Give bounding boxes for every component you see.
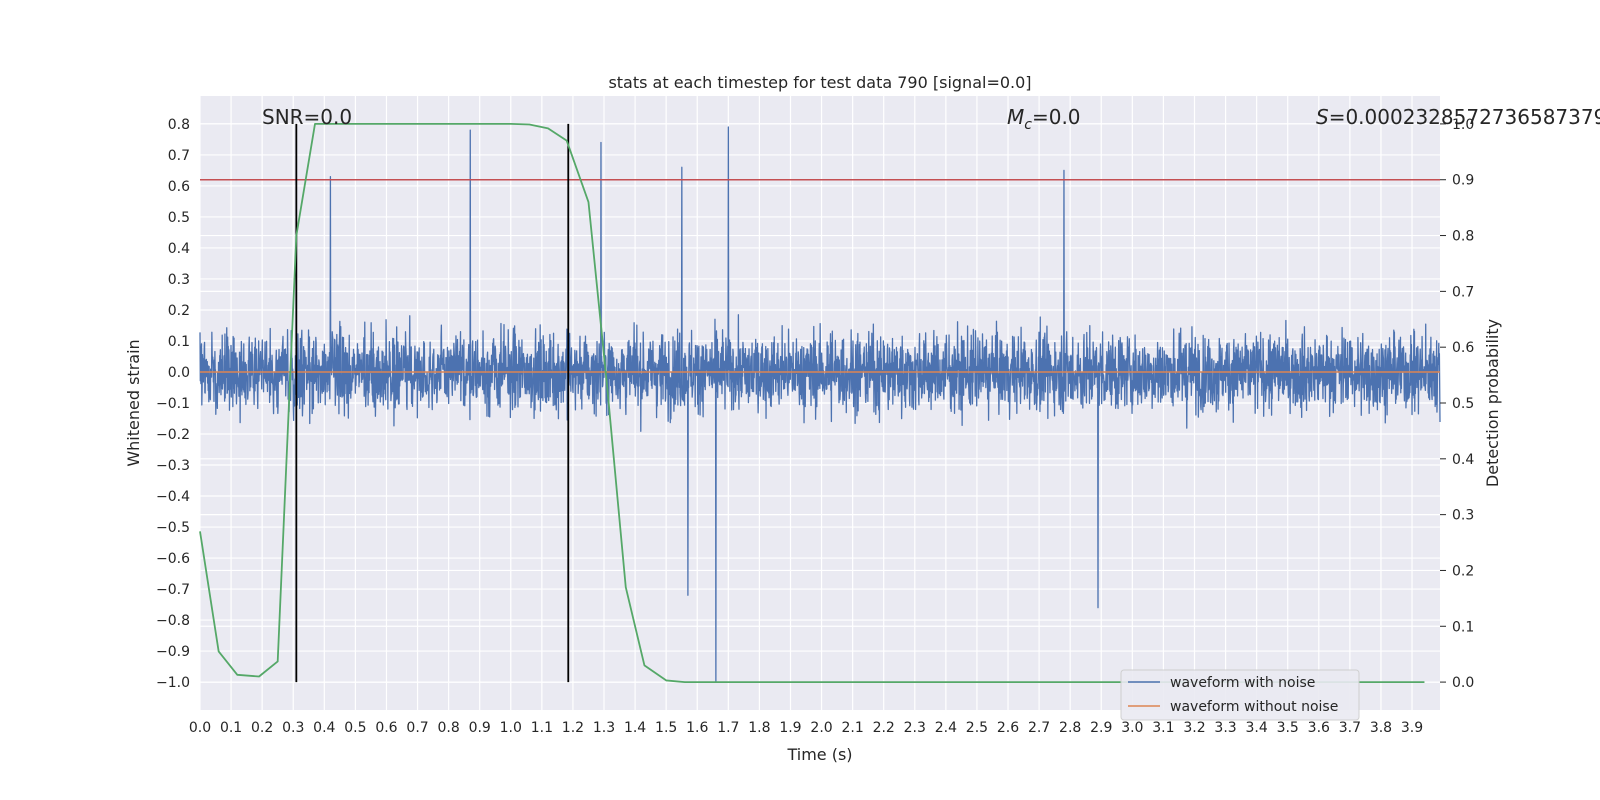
y-tick-label: 0.7 bbox=[168, 148, 190, 164]
x-tick-label: 0.4 bbox=[313, 720, 335, 736]
x-tick-label: 2.5 bbox=[966, 720, 988, 736]
y2-tick-label: 0.1 bbox=[1452, 619, 1474, 635]
y-tick-label: −0.6 bbox=[156, 551, 190, 567]
chirp-mass-subscript: c bbox=[1024, 117, 1032, 133]
y2-tick-label: 0.2 bbox=[1452, 563, 1474, 579]
x-tick-label: 3.6 bbox=[1308, 720, 1330, 736]
x-tick-label: 2.2 bbox=[873, 720, 895, 736]
y2-tick-label: 0.4 bbox=[1452, 452, 1474, 468]
y-tick-label: 0.1 bbox=[168, 334, 190, 350]
y-tick-label: −0.2 bbox=[156, 427, 190, 443]
legend-label-noise: waveform with noise bbox=[1170, 675, 1315, 691]
y-tick-label: 0.2 bbox=[168, 303, 190, 319]
legend-box bbox=[1120, 669, 1360, 721]
x-tick-label: 3.4 bbox=[1246, 720, 1268, 736]
x-tick-label: 3.0 bbox=[1121, 720, 1143, 736]
x-tick-label: 0.0 bbox=[189, 720, 211, 736]
y-tick-label: 0.6 bbox=[168, 179, 190, 195]
x-tick-label: 0.1 bbox=[220, 720, 242, 736]
legend-label-clean: waveform without noise bbox=[1170, 699, 1338, 715]
y2-tick-label: 0.5 bbox=[1452, 396, 1474, 412]
y2-tick-label: 0.8 bbox=[1452, 229, 1474, 245]
y-tick-label: 0.0 bbox=[168, 365, 190, 381]
grid bbox=[199, 96, 1440, 710]
y-tick-label: −0.4 bbox=[156, 489, 190, 505]
x-tick-label: 0.6 bbox=[375, 720, 397, 736]
s-annotation: S=0.00023285727365873795 bbox=[1316, 105, 1600, 129]
x-tick-label: 2.0 bbox=[810, 720, 832, 736]
series-detection-probability bbox=[199, 123, 1425, 683]
x-tick-label: 2.4 bbox=[935, 720, 957, 736]
x-tick-label: 3.1 bbox=[1152, 720, 1174, 736]
tick-labels: 0.0 0.1 0.2 0.3 0.4 0.5 0.6 0.7 0.8 0.9 1.0 1.1 1.2 1… bbox=[156, 117, 1474, 736]
y-tick-label: 0.4 bbox=[168, 241, 190, 257]
y-tick-label: −0.5 bbox=[156, 520, 190, 536]
chirp-mass-value: =0.0 bbox=[1032, 105, 1081, 129]
y-tick-label: −0.7 bbox=[156, 582, 190, 598]
x-tick-label: 0.7 bbox=[406, 720, 428, 736]
x-tick-label: 1.6 bbox=[686, 720, 708, 736]
y2-tick-label: 0.9 bbox=[1452, 173, 1474, 189]
x-tick-label: 1.4 bbox=[624, 720, 646, 736]
x-tick-label: 3.5 bbox=[1277, 720, 1299, 736]
y2-tick-label: 0.6 bbox=[1452, 340, 1474, 356]
legend: waveform with noise waveform without noi… bbox=[1120, 669, 1360, 721]
y2-axis-label: Detection probability bbox=[1483, 319, 1502, 487]
x-tick-label: 2.6 bbox=[997, 720, 1019, 736]
s-value: =0.00023285727365873795 bbox=[1329, 105, 1600, 129]
x-tick-label: 0.9 bbox=[469, 720, 491, 736]
y-axis-label: Whitened strain bbox=[124, 339, 143, 466]
x-tick-label: 3.8 bbox=[1370, 720, 1392, 736]
x-tick-label: 2.7 bbox=[1028, 720, 1050, 736]
x-tick-label: 1.9 bbox=[779, 720, 801, 736]
y-tick-label: −0.8 bbox=[156, 613, 190, 629]
x-tick-label: 0.3 bbox=[282, 720, 304, 736]
x-tick-label: 0.2 bbox=[251, 720, 273, 736]
x-tick-label: 1.7 bbox=[717, 720, 739, 736]
x-axis-label: Time (s) bbox=[786, 745, 852, 764]
y2-tick-label: 0.3 bbox=[1452, 508, 1474, 524]
y-tick-label: −0.1 bbox=[156, 396, 190, 412]
s-symbol: S bbox=[1316, 105, 1329, 129]
x-tick-label: 2.3 bbox=[904, 720, 926, 736]
snr-annotation: SNR=0.0 bbox=[262, 105, 352, 129]
y-tick-label: −0.9 bbox=[156, 644, 190, 660]
x-tick-label: 1.2 bbox=[562, 720, 584, 736]
x-tick-label: 1.1 bbox=[531, 720, 553, 736]
y2-tick-label: 0.0 bbox=[1452, 675, 1474, 691]
y-tick-label: −1.0 bbox=[156, 675, 190, 691]
y-tick-label: 0.8 bbox=[168, 117, 190, 133]
y2-tick-label: 0.7 bbox=[1452, 284, 1474, 300]
x-tick-label: 1.3 bbox=[593, 720, 615, 736]
x-tick-label: 2.1 bbox=[841, 720, 863, 736]
chirp-mass-symbol: M bbox=[1007, 105, 1024, 129]
x-tick-label: 1.8 bbox=[748, 720, 770, 736]
chirp-mass-annotation: Mc=0.0 bbox=[1007, 105, 1081, 133]
x-tick-label: 0.5 bbox=[344, 720, 366, 736]
y-tick-label: 0.3 bbox=[168, 272, 190, 288]
chart-title: stats at each timestep for test data 790… bbox=[608, 73, 1031, 92]
x-tick-label: 2.8 bbox=[1059, 720, 1081, 736]
x-tick-label: 1.0 bbox=[500, 720, 522, 736]
x-tick-label: 1.5 bbox=[655, 720, 677, 736]
x-tick-label: 3.9 bbox=[1401, 720, 1423, 736]
y2-tick-label: 1.0 bbox=[1452, 117, 1474, 133]
x-tick-label: 3.7 bbox=[1339, 720, 1361, 736]
data-marks bbox=[199, 123, 1441, 683]
x-tick-label: 3.3 bbox=[1214, 720, 1236, 736]
y-tick-label: 0.5 bbox=[168, 210, 190, 226]
x-tick-label: 3.2 bbox=[1183, 720, 1205, 736]
x-tick-label: 2.9 bbox=[1090, 720, 1112, 736]
y-tick-label: −0.3 bbox=[156, 458, 190, 474]
x-tick-label: 0.8 bbox=[437, 720, 459, 736]
series-waveform-with-noise bbox=[199, 126, 1441, 683]
